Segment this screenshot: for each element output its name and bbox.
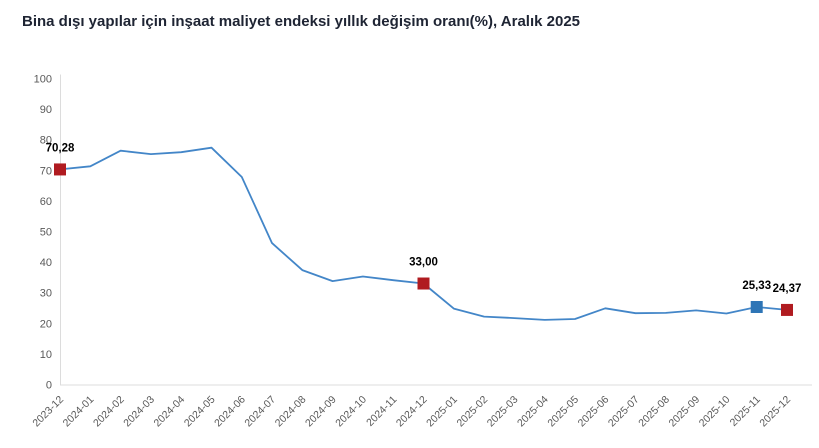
x-tick-label: 2025-10 <box>697 394 733 430</box>
y-tick-label: 70 <box>40 165 52 177</box>
x-tick-label: 2025-07 <box>606 394 642 430</box>
y-tick-label: 50 <box>40 227 52 239</box>
data-marker-2025-12 <box>781 303 793 316</box>
data-point-label-2024-12: 33,00 <box>409 257 438 269</box>
x-tick-label: 2024-08 <box>273 394 309 430</box>
x-tick-label: 2025-08 <box>636 394 672 430</box>
x-tick-label: 2023-12 <box>30 394 66 430</box>
x-tick-label: 2025-01 <box>424 394 460 430</box>
chart-title: Bina dışı yapılar için inşaat maliyet en… <box>22 13 581 30</box>
x-tick-label: 2024-04 <box>152 394 188 430</box>
y-tick-label: 0 <box>46 380 52 392</box>
x-tick-label: 2024-07 <box>242 394 278 430</box>
data-point-label-2025-11: 25,33 <box>742 280 771 292</box>
y-tick-label: 40 <box>40 257 52 269</box>
x-tick-label: 2024-10 <box>333 394 369 430</box>
y-tick-label: 80 <box>40 135 52 147</box>
y-tick-label: 100 <box>34 74 52 86</box>
data-point-label-2025-12: 24,37 <box>773 283 802 295</box>
series-line <box>59 146 788 321</box>
x-tick-label: 2025-04 <box>515 394 551 430</box>
y-tick-label: 20 <box>40 318 52 330</box>
x-tick-label: 2025-05 <box>545 394 581 430</box>
y-tick-label: 60 <box>40 196 52 208</box>
data-marker-2023-12 <box>54 163 66 176</box>
y-tick-label: 30 <box>40 288 52 300</box>
x-tick-label: 2025-03 <box>485 394 521 430</box>
y-tick-label: 10 <box>40 349 52 361</box>
x-tick-label: 2024-09 <box>303 394 339 430</box>
x-tick-label: 2025-11 <box>728 394 763 429</box>
y-tick-label: 90 <box>40 104 52 116</box>
x-tick-label: 2025-02 <box>454 394 490 430</box>
x-tick-label: 2025-06 <box>576 394 612 430</box>
x-tick-label: 2024-01 <box>61 394 97 430</box>
data-marker-2024-12 <box>417 277 430 290</box>
x-tick-label: 2024-05 <box>182 394 218 430</box>
x-tick-label: 2024-06 <box>212 394 248 430</box>
x-tick-label: 2024-03 <box>121 394 157 430</box>
data-marker-2025-11 <box>750 300 763 313</box>
x-tick-label: 2024-02 <box>91 394 127 430</box>
x-tick-label: 2024-11 <box>364 394 399 429</box>
x-tick-label: 2025-12 <box>757 394 793 430</box>
x-tick-label: 2024-12 <box>394 394 430 430</box>
data-point-label-2023-12: 70,28 <box>46 142 75 154</box>
x-tick-label: 2025-09 <box>667 394 703 430</box>
